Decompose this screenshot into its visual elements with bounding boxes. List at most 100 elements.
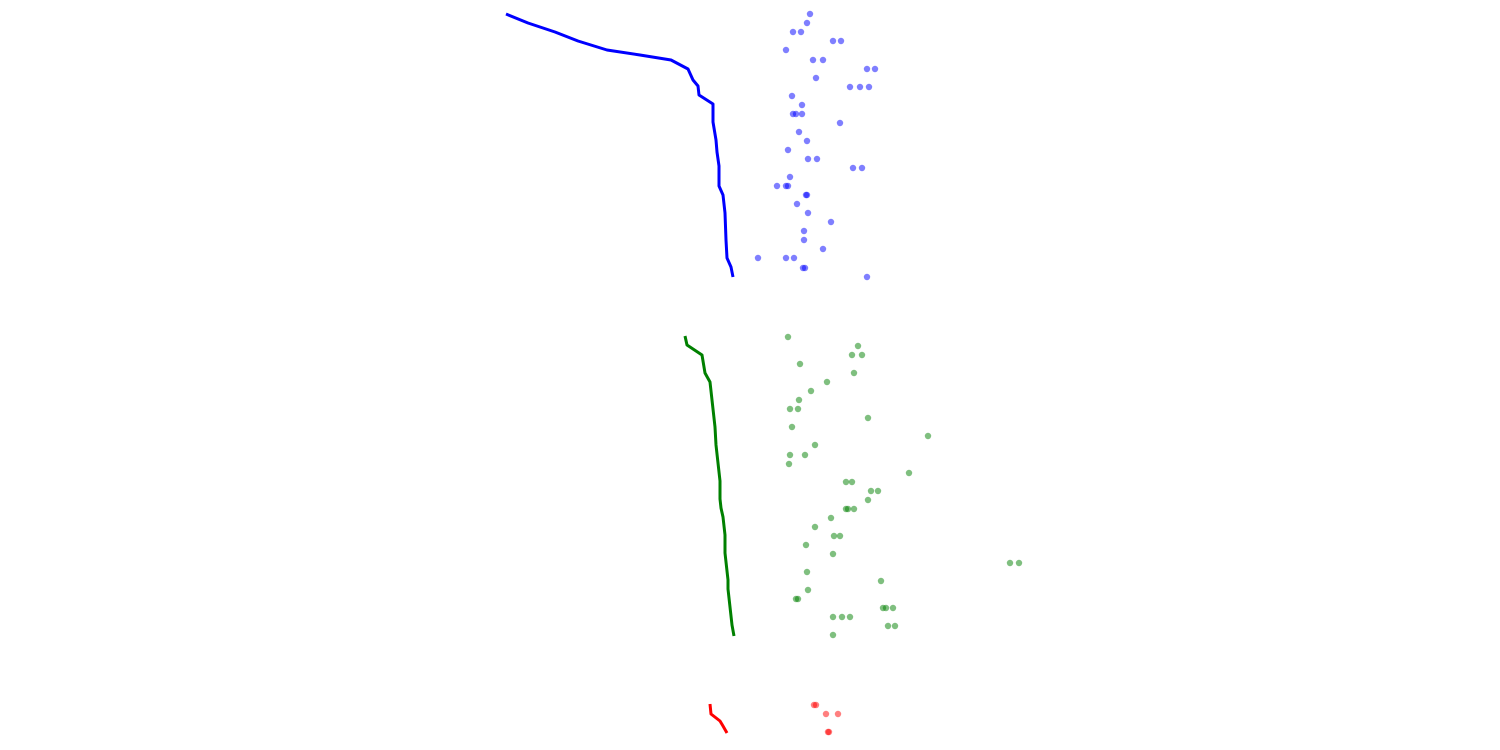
series-1-point	[837, 37, 845, 45]
series-3-line	[708, 703, 729, 734]
series-1-point	[871, 65, 879, 73]
series-1-point	[804, 155, 812, 163]
series-1-point	[782, 46, 790, 54]
series-2-point	[836, 532, 844, 540]
series-2	[683, 333, 1023, 639]
series-1-point	[773, 182, 781, 190]
series-1-point	[784, 146, 792, 154]
series-1-point	[836, 119, 844, 127]
series-1-point	[863, 65, 871, 73]
series-1-point	[788, 92, 796, 100]
series-3-point	[825, 728, 833, 736]
series-1-point	[789, 28, 797, 36]
series-1-point	[800, 236, 808, 244]
series-2-point	[794, 405, 802, 413]
series-2-point	[879, 604, 887, 612]
series-2-point	[795, 396, 803, 404]
series-2-point	[807, 387, 815, 395]
series-2-point	[1006, 559, 1014, 567]
series-1-point	[849, 164, 857, 172]
series-1-point	[793, 200, 801, 208]
series-2-point	[846, 613, 854, 621]
series-1-point	[819, 245, 827, 253]
series-2-point	[827, 514, 835, 522]
series-1-point	[754, 254, 762, 262]
series-2-point	[848, 351, 856, 359]
series-2-point	[877, 577, 885, 585]
series-2-point	[785, 460, 793, 468]
series-2-point	[850, 369, 858, 377]
series-2-point	[788, 423, 796, 431]
series-3	[708, 701, 842, 736]
series-1-point	[799, 264, 807, 272]
series-1-point	[819, 56, 827, 64]
series-1-point	[829, 37, 837, 45]
series-2-point	[811, 523, 819, 531]
series-1-point	[798, 110, 806, 118]
series-1-point	[803, 137, 811, 145]
series-3-point	[812, 701, 820, 709]
series-1	[505, 10, 879, 281]
series-2-point	[784, 333, 792, 341]
series-1-point	[784, 182, 792, 190]
series-1-point	[806, 10, 814, 18]
series-1-point	[792, 110, 800, 118]
series-2-point	[794, 595, 802, 603]
series-2-point	[829, 550, 837, 558]
series-1-point	[804, 209, 812, 217]
series-1-point	[782, 254, 790, 262]
series-2-point	[864, 414, 872, 422]
series-2-point	[829, 613, 837, 621]
series-1-point	[812, 74, 820, 82]
series-1-point	[813, 155, 821, 163]
series-2-point	[850, 505, 858, 513]
series-2-point	[1015, 559, 1023, 567]
series-2-point	[889, 604, 897, 612]
series-2-point	[786, 451, 794, 459]
series-1-point	[856, 83, 864, 91]
series-2-point	[823, 378, 831, 386]
series-2-point	[884, 622, 892, 630]
series-2-point	[838, 613, 846, 621]
series-3-point	[834, 710, 842, 718]
series-2-point	[844, 505, 852, 513]
series-1-point	[797, 28, 805, 36]
series-1-point	[800, 227, 808, 235]
series-1-point	[865, 83, 873, 91]
series-1-point	[858, 164, 866, 172]
series-1-point	[809, 56, 817, 64]
series-2-point	[874, 487, 882, 495]
series-2-point	[829, 631, 837, 639]
series-1-point	[798, 101, 806, 109]
series-2-point	[842, 478, 850, 486]
series-2-line	[683, 335, 736, 637]
plot-area	[505, 10, 1023, 736]
series-2-point	[891, 622, 899, 630]
series-1-point	[786, 173, 794, 181]
series-2-point	[867, 487, 875, 495]
series-2-point	[802, 541, 810, 549]
series-1-point	[790, 254, 798, 262]
series-1-point	[827, 218, 835, 226]
series-2-point	[924, 432, 932, 440]
series-2-point	[830, 532, 838, 540]
series-2-point	[905, 469, 913, 477]
series-1-point	[803, 19, 811, 27]
series-2-point	[854, 342, 862, 350]
series-1-point	[863, 273, 871, 281]
series-1-point	[846, 83, 854, 91]
series-3-point	[822, 710, 830, 718]
series-2-point	[864, 496, 872, 504]
series-1-line	[505, 12, 735, 278]
series-2-point	[811, 441, 819, 449]
series-2-point	[796, 360, 804, 368]
series-2-point	[801, 451, 809, 459]
series-1-point	[802, 191, 810, 199]
series-2-point	[803, 568, 811, 576]
series-2-point	[858, 351, 866, 359]
series-2-point	[786, 405, 794, 413]
series-2-point	[804, 586, 812, 594]
series-2-point	[848, 478, 856, 486]
series-1-point	[795, 128, 803, 136]
